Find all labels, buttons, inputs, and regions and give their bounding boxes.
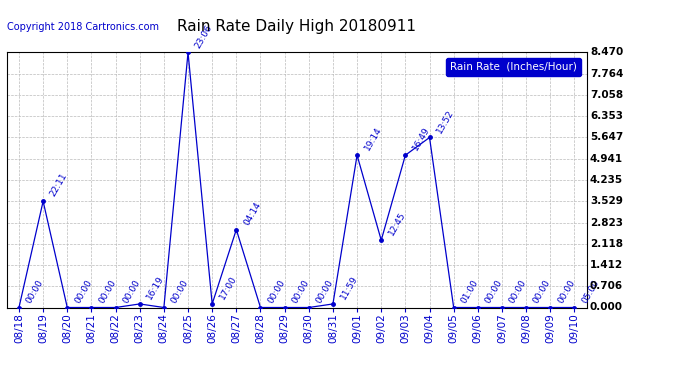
Text: 01:00: 01:00 [460, 278, 480, 305]
Text: 16:49: 16:49 [411, 126, 432, 152]
Text: 17:00: 17:00 [218, 274, 239, 301]
Text: 0.706: 0.706 [590, 281, 623, 291]
Text: 13:52: 13:52 [435, 108, 456, 135]
Text: 05:00: 05:00 [580, 278, 601, 305]
Text: 5.647: 5.647 [590, 132, 623, 142]
Text: 00:00: 00:00 [266, 278, 287, 305]
Text: 4.941: 4.941 [590, 154, 623, 164]
Legend: Rain Rate  (Inches/Hour): Rain Rate (Inches/Hour) [446, 58, 581, 76]
Text: 4.235: 4.235 [590, 175, 623, 185]
Text: 23:06: 23:06 [194, 23, 215, 50]
Text: 1.412: 1.412 [590, 260, 623, 270]
Text: 00:00: 00:00 [97, 278, 118, 305]
Text: 00:00: 00:00 [290, 278, 311, 305]
Text: 11:59: 11:59 [339, 274, 359, 301]
Text: 00:00: 00:00 [25, 278, 46, 305]
Text: 2.118: 2.118 [590, 239, 623, 249]
Text: 00:00: 00:00 [170, 278, 190, 305]
Text: 8.470: 8.470 [590, 48, 623, 57]
Text: 00:00: 00:00 [484, 278, 504, 305]
Text: 12:45: 12:45 [387, 211, 407, 237]
Text: 7.058: 7.058 [590, 90, 623, 100]
Text: 00:00: 00:00 [121, 278, 142, 305]
Text: 00:00: 00:00 [556, 278, 577, 305]
Text: 2.823: 2.823 [590, 217, 623, 228]
Text: 16:19: 16:19 [146, 274, 166, 301]
Text: 7.764: 7.764 [590, 69, 623, 79]
Text: Rain Rate Daily High 20180911: Rain Rate Daily High 20180911 [177, 19, 416, 34]
Text: Copyright 2018 Cartronics.com: Copyright 2018 Cartronics.com [7, 22, 159, 33]
Text: 00:00: 00:00 [508, 278, 529, 305]
Text: 04:14: 04:14 [242, 200, 262, 227]
Text: 19:14: 19:14 [363, 126, 384, 152]
Text: 22:11: 22:11 [49, 172, 69, 198]
Text: 0.000: 0.000 [590, 303, 623, 312]
Text: 00:00: 00:00 [73, 278, 94, 305]
Text: 3.529: 3.529 [590, 196, 623, 206]
Text: 00:00: 00:00 [532, 278, 553, 305]
Text: 00:00: 00:00 [315, 278, 335, 305]
Text: 6.353: 6.353 [590, 111, 623, 121]
